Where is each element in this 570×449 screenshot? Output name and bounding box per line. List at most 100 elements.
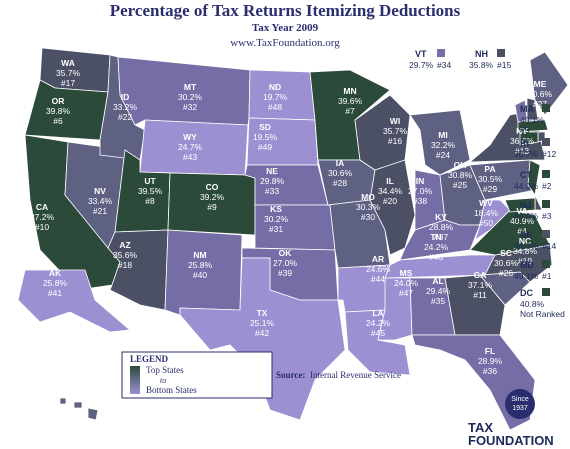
state-pct: 34.4% xyxy=(378,186,403,196)
callout-rank: Not Ranked xyxy=(520,309,565,319)
labels: WA35.7%#17OR39.8%#6CA37.2%#10NV33.4%#21I… xyxy=(28,49,565,436)
state-pct: 19.5% xyxy=(253,132,278,142)
state-abbr: TX xyxy=(257,308,268,318)
legend-to: to xyxy=(160,376,166,385)
state-pct: 35.7% xyxy=(56,68,81,78)
state-abbr: VA xyxy=(516,206,527,216)
legend: LEGEND Top States to Bottom States xyxy=(121,351,273,399)
state-pct: 34.8% xyxy=(513,246,538,256)
callout-abbr: MA xyxy=(520,104,534,114)
callout-swatch xyxy=(542,138,550,146)
state-rank: #40 xyxy=(193,270,207,280)
state-abbr: NM xyxy=(193,250,206,260)
callout-rank: #3 xyxy=(542,211,552,221)
state-rank: #10 xyxy=(35,222,49,232)
state-abbr: MT xyxy=(184,82,197,92)
callout-pct: 43.9% xyxy=(514,211,539,221)
callout-abbr: VT xyxy=(415,49,427,59)
state-pct: 24.6% xyxy=(366,264,391,274)
state-pct: 25.1% xyxy=(250,318,275,328)
callout-rank: #15 xyxy=(497,60,511,70)
state-pct: 25.8% xyxy=(188,260,213,270)
callout-swatch xyxy=(542,230,550,238)
state-rank: #21 xyxy=(93,206,107,216)
state-abbr: FL xyxy=(485,346,495,356)
state-shape xyxy=(244,164,329,206)
logo-year: 1937 xyxy=(512,405,528,412)
state-abbr: MI xyxy=(438,130,447,140)
state-shape xyxy=(411,334,536,431)
callout-abbr: MD xyxy=(520,260,534,270)
callout-rank: #2 xyxy=(542,181,552,191)
state-abbr: GA xyxy=(474,270,487,280)
state-abbr: MO xyxy=(361,192,375,202)
state-pct: 40.9% xyxy=(510,216,535,226)
state-pct: 32.5% xyxy=(28,416,53,426)
state-rank: #38 xyxy=(413,196,427,206)
callout-abbr: RI xyxy=(520,138,529,148)
state-shape xyxy=(59,397,99,421)
state-shape xyxy=(526,97,539,121)
state-abbr: UT xyxy=(144,176,156,186)
state-pct: 33.4% xyxy=(88,196,113,206)
legend-title: LEGEND xyxy=(130,354,169,364)
callout-abbr: NH xyxy=(475,49,488,59)
state-rank: #28 xyxy=(333,178,347,188)
state-abbr: ID xyxy=(121,92,130,102)
state-pct: 18.4% xyxy=(474,208,499,218)
callout-swatch xyxy=(542,170,550,178)
state-rank: #43 xyxy=(183,152,197,162)
state-pct: 25.8% xyxy=(43,278,68,288)
state-abbr: NE xyxy=(266,166,278,176)
state-pct: 39.5% xyxy=(138,186,163,196)
legend-box xyxy=(121,351,273,399)
state-rank: #44 xyxy=(371,274,385,284)
subtitle: Tax Year 2009 xyxy=(252,22,319,34)
state-rank: #35 xyxy=(431,296,445,306)
state-shape xyxy=(519,131,539,146)
state-rank: #49 xyxy=(258,142,272,152)
state-abbr: NY xyxy=(516,126,528,136)
state-rank: #26 xyxy=(499,268,513,278)
state-abbr: ND xyxy=(269,82,281,92)
state-abbr: ME xyxy=(534,79,547,89)
callout-rank: #14 xyxy=(542,241,556,251)
state-abbr: AR xyxy=(372,254,384,264)
state-pct: 39.2% xyxy=(200,192,225,202)
state-shape xyxy=(369,159,416,256)
state-shape xyxy=(534,194,543,211)
state-abbr: CA xyxy=(36,202,48,212)
state-rank: #27 xyxy=(533,99,547,109)
state-rank: #16 xyxy=(388,136,402,146)
state-pct: 29.4% xyxy=(426,286,451,296)
state-abbr: LA xyxy=(372,308,383,318)
state-shape xyxy=(17,269,131,333)
state-pct: 30.2% xyxy=(264,214,289,224)
state-rank: #30 xyxy=(361,212,375,222)
state-pct: 30.6% xyxy=(528,89,553,99)
state-rank: #31 xyxy=(269,224,283,234)
title: Percentage of Tax Returns Itemizing Dedu… xyxy=(110,1,461,20)
state-rank: #29 xyxy=(483,184,497,194)
state-pct: 32.2% xyxy=(431,140,456,150)
state-abbr: SD xyxy=(259,122,271,132)
state-shape xyxy=(179,257,346,421)
legend-bottom: Bottom States xyxy=(146,385,197,395)
callout-pct: 40.8% xyxy=(520,299,545,309)
state-rank: #32 xyxy=(183,102,197,112)
state-rank: #45 xyxy=(371,328,385,338)
state-rank: #46 xyxy=(429,252,443,262)
state-rank: #33 xyxy=(265,186,279,196)
callout-pct: 40.1% xyxy=(520,115,545,125)
state-rank: #25 xyxy=(453,180,467,190)
state-rank: #36 xyxy=(483,366,497,376)
state-pct: 30.6% xyxy=(494,258,519,268)
state-rank: #18 xyxy=(118,260,132,270)
callout-pct: 49.1% xyxy=(514,271,539,281)
state-pct: 24.7% xyxy=(178,142,203,152)
state-pct: 37.1% xyxy=(468,280,493,290)
state-rank: #37 xyxy=(434,232,448,242)
callout-swatch xyxy=(437,49,445,57)
state-abbr: WY xyxy=(183,132,197,142)
